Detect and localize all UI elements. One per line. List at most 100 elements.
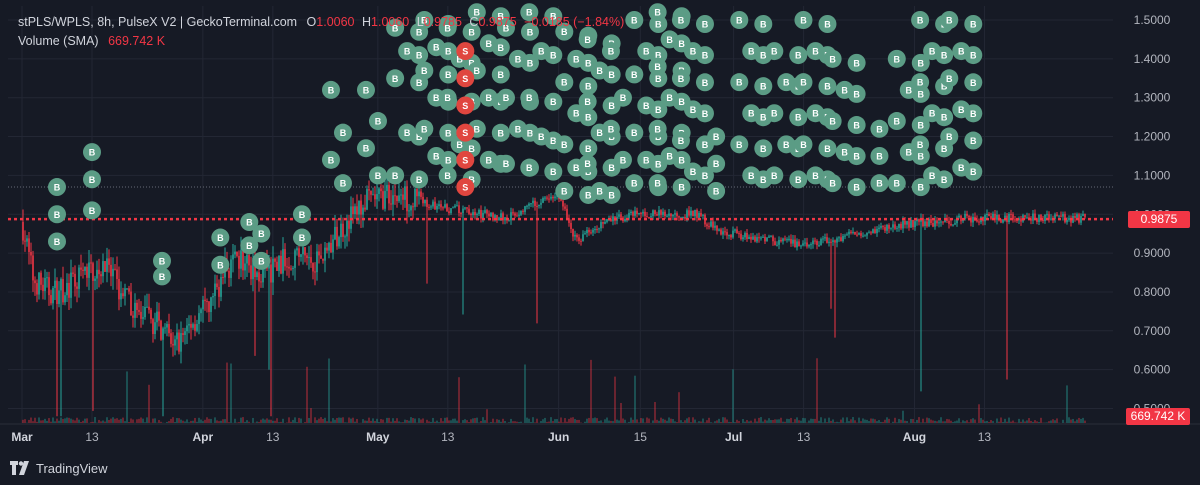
buy-marker[interactable]: B — [438, 166, 457, 185]
buy-marker[interactable]: B — [754, 15, 773, 33]
buy-marker[interactable]: B — [625, 11, 644, 29]
buy-marker[interactable]: B — [520, 3, 539, 22]
buy-marker[interactable]: B — [672, 150, 691, 169]
buy-marker[interactable]: B — [887, 174, 906, 193]
buy-marker[interactable]: B — [911, 73, 930, 92]
buy-marker[interactable]: B — [240, 236, 259, 255]
buy-marker[interactable]: B — [847, 147, 866, 166]
buy-marker[interactable]: B — [730, 11, 749, 29]
buy-marker[interactable]: B — [292, 205, 311, 224]
buy-marker[interactable]: B — [730, 135, 749, 154]
sell-marker[interactable]: S — [456, 96, 475, 115]
sell-marker[interactable]: S — [456, 69, 475, 88]
buy-marker[interactable]: B — [648, 174, 667, 193]
buy-marker[interactable]: B — [671, 131, 690, 150]
buy-marker[interactable]: B — [544, 46, 563, 65]
buy-marker[interactable]: B — [386, 69, 405, 88]
buy-marker[interactable]: B — [911, 135, 930, 154]
buy-marker[interactable]: B — [964, 131, 983, 150]
buy-marker[interactable]: B — [935, 108, 954, 127]
buy-marker[interactable]: B — [252, 224, 271, 243]
buy-marker[interactable]: B — [47, 232, 66, 251]
buy-marker[interactable]: B — [410, 46, 429, 65]
buy-marker[interactable]: B — [789, 108, 808, 127]
sell-marker[interactable]: S — [456, 123, 475, 142]
buy-marker[interactable]: B — [887, 49, 906, 68]
buy-marker[interactable]: B — [707, 154, 726, 173]
buy-marker[interactable]: B — [579, 108, 598, 127]
buy-marker[interactable]: B — [695, 15, 714, 33]
buy-marker[interactable]: B — [438, 88, 457, 107]
buy-marker[interactable]: B — [496, 18, 515, 37]
buy-marker[interactable]: B — [496, 88, 515, 107]
buy-marker[interactable]: B — [578, 154, 597, 173]
buy-marker[interactable]: B — [765, 104, 784, 123]
buy-marker[interactable]: B — [613, 150, 632, 169]
buy-marker[interactable]: B — [625, 123, 644, 142]
buy-marker[interactable]: B — [544, 162, 563, 181]
buy-marker[interactable]: B — [211, 255, 230, 274]
buy-marker[interactable]: B — [491, 123, 510, 142]
buy-marker[interactable]: B — [707, 181, 726, 200]
buy-marker[interactable]: B — [707, 127, 726, 146]
buy-marker[interactable]: B — [789, 170, 808, 189]
buy-marker[interactable]: B — [356, 80, 375, 99]
buy-marker[interactable]: B — [730, 73, 749, 92]
buy-marker[interactable]: B — [321, 150, 340, 169]
buy-marker[interactable]: B — [579, 77, 598, 96]
buy-marker[interactable]: B — [648, 57, 667, 76]
buy-marker[interactable]: B — [625, 174, 644, 193]
buy-marker[interactable]: B — [940, 69, 959, 88]
buy-marker[interactable]: B — [695, 73, 714, 92]
buy-marker[interactable]: B — [333, 123, 352, 142]
buy-marker[interactable]: B — [870, 174, 889, 193]
buy-marker[interactable]: B — [491, 65, 510, 84]
buy-marker[interactable]: B — [964, 73, 983, 92]
buy-marker[interactable]: B — [818, 77, 837, 96]
buy-marker[interactable]: B — [368, 166, 387, 185]
price-axis[interactable]: 1.50001.40001.30001.20001.10001.00000.90… — [1134, 13, 1171, 416]
buy-marker[interactable]: B — [870, 119, 889, 138]
buy-marker[interactable]: B — [789, 46, 808, 65]
buy-marker[interactable]: B — [462, 22, 481, 41]
buy-marker[interactable]: B — [520, 88, 539, 107]
buy-marker[interactable]: B — [386, 166, 405, 185]
buy-marker[interactable]: B — [649, 100, 668, 119]
buy-marker[interactable]: B — [695, 104, 714, 123]
buy-marker[interactable]: B — [211, 228, 230, 247]
buy-marker[interactable]: B — [671, 11, 690, 29]
buy-marker[interactable]: B — [765, 166, 784, 185]
buy-marker[interactable]: B — [555, 181, 574, 200]
buy-marker[interactable]: B — [82, 170, 101, 189]
buy-marker[interactable]: B — [695, 46, 714, 65]
buy-marker[interactable]: B — [415, 61, 434, 80]
buy-marker[interactable]: B — [794, 11, 813, 29]
sell-marker[interactable]: S — [456, 42, 475, 61]
buy-marker[interactable]: B — [823, 174, 842, 193]
buy-marker[interactable]: B — [520, 22, 539, 41]
buy-marker[interactable]: B — [964, 104, 983, 123]
buy-marker[interactable]: B — [520, 158, 539, 177]
buy-marker[interactable]: B — [695, 166, 714, 185]
buy-marker[interactable]: B — [823, 112, 842, 131]
buy-marker[interactable]: B — [415, 11, 434, 29]
buy-marker[interactable]: B — [520, 53, 539, 72]
buy-marker[interactable]: B — [292, 228, 311, 247]
buy-marker[interactable]: B — [439, 150, 458, 169]
buy-marker[interactable]: B — [579, 139, 598, 158]
buy-marker[interactable]: B — [152, 267, 171, 286]
buy-marker[interactable]: B — [496, 154, 515, 173]
buy-marker[interactable]: B — [964, 15, 983, 33]
buy-marker[interactable]: B — [82, 143, 101, 162]
buy-marker[interactable]: B — [625, 65, 644, 84]
buy-marker[interactable]: B — [672, 178, 691, 197]
buy-marker[interactable]: B — [613, 88, 632, 107]
buy-marker[interactable]: B — [887, 112, 906, 131]
buy-marker[interactable]: B — [823, 49, 842, 68]
buy-marker[interactable]: B — [544, 7, 563, 26]
time-axis[interactable]: Mar 13 Apr 13 May 13 Jun 15 Jul 13 Aug 13 — [0, 423, 1200, 444]
buy-marker[interactable]: B — [368, 112, 387, 131]
buy-marker[interactable]: B — [935, 46, 954, 65]
